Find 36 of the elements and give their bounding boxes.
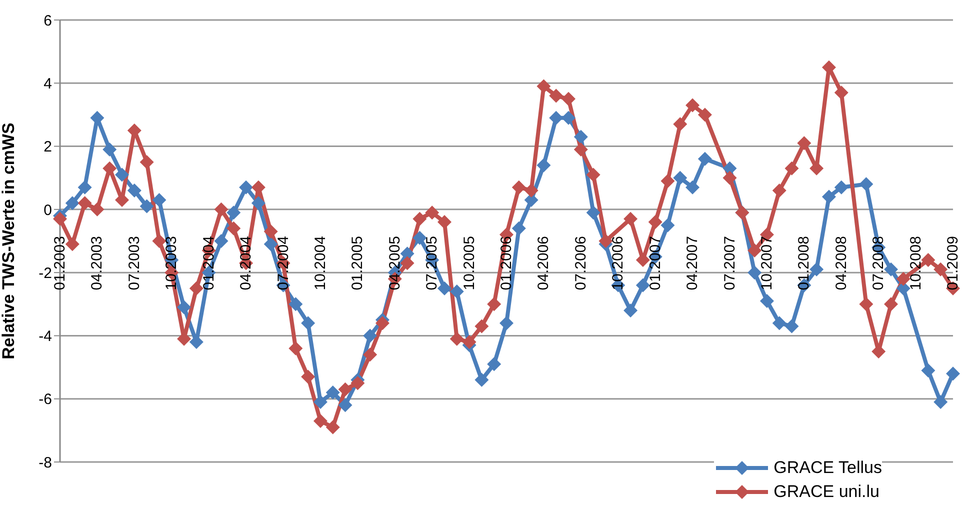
y-tick-label: -6	[38, 391, 52, 408]
x-tick-label: 01.2006	[498, 236, 515, 290]
x-tick-label: 04.2003	[88, 236, 106, 290]
x-tick-label: 07.2006	[572, 236, 590, 290]
x-tick-label: 01.2007	[646, 236, 664, 290]
y-tick-label: -2	[38, 264, 52, 282]
x-tick-label: 01.2004	[200, 236, 218, 290]
x-tick-label: 07.2007	[721, 236, 738, 290]
x-tick-label: 04.2006	[535, 236, 552, 290]
x-tick-label: 04.2007	[684, 236, 702, 290]
x-tick-label: 07.2004	[274, 236, 292, 290]
y-tick-label: 4	[44, 75, 52, 92]
x-tick-label: 10.2003	[163, 236, 180, 290]
legend-label: GRACE uni.lu	[774, 482, 880, 502]
y-tick-label: -8	[38, 454, 52, 472]
x-tick-label: 01.2009	[944, 236, 962, 290]
x-tick-label: 04.2008	[832, 236, 850, 290]
y-axis-title: Relative TWS-Werte in cmWS	[0, 122, 18, 360]
x-tick-label: 10.2004	[312, 236, 329, 290]
x-tick-label: 07.2008	[870, 236, 888, 290]
x-tick-label: 07.2005	[424, 236, 441, 290]
x-tick-label: 01.2005	[349, 236, 366, 290]
y-tick-label: 2	[44, 138, 52, 156]
x-tick-label: 10.2005	[460, 236, 478, 290]
x-tick-label: 10.2008	[907, 236, 924, 290]
x-tick-label: 04.2004	[238, 236, 255, 290]
x-tick-label: 04.2005	[386, 236, 404, 290]
legend-label: GRACE Tellus	[774, 458, 882, 478]
y-tick-label: 6	[44, 12, 52, 30]
y-tick-label: 0	[44, 202, 52, 219]
x-tick-label: 01.2008	[796, 236, 813, 290]
y-tick-label: -4	[38, 328, 52, 346]
x-tick-label: 10.2006	[610, 236, 627, 290]
x-tick-label: 10.2007	[758, 236, 776, 290]
x-tick-label: 07.2003	[126, 236, 143, 290]
x-tick-label: 01.2003	[52, 236, 68, 290]
